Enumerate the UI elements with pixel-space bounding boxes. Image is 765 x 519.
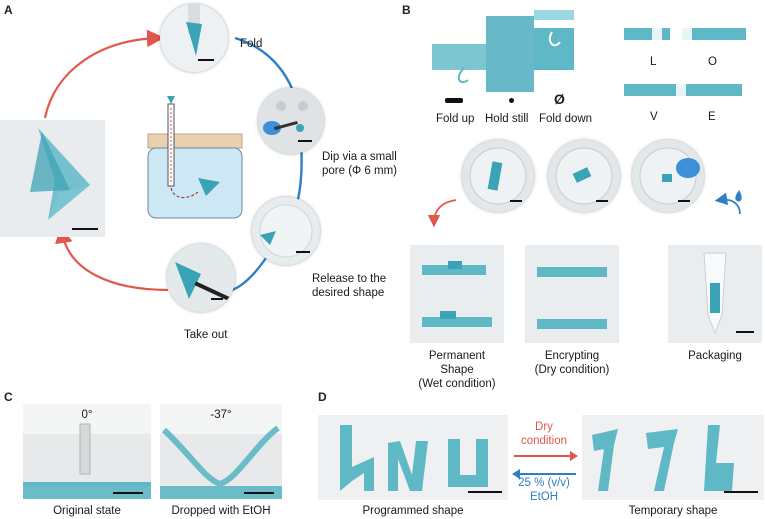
legend-fold-up: Fold up (436, 113, 475, 125)
caption-packaging: Packaging (688, 350, 742, 362)
label-release-2: desired shape (312, 287, 385, 299)
beaker-schematic (147, 96, 243, 219)
letter-V: V (650, 111, 658, 123)
letter-E: E (708, 111, 716, 123)
dry-condition-2: condition (520, 435, 568, 447)
label-dip-1: Dip via a small (322, 151, 397, 163)
take-out-photo (167, 244, 235, 312)
strip-L (624, 20, 746, 40)
letter-strip-patterns (624, 20, 746, 96)
blue-arrow-b (714, 192, 741, 215)
red-arrow-upper (43, 29, 165, 119)
caption-permanent-3: (Wet condition) (418, 378, 496, 390)
panel-b-arrows (427, 190, 742, 228)
legend-fold-down: Fold down (539, 113, 593, 125)
fold-down-symbol: Ø (554, 91, 565, 107)
etoh-1: 25 % (v/v) (518, 477, 570, 489)
label-dip-2: pore (Φ 6 mm) (322, 165, 397, 177)
legend-hold-still: Hold still (485, 113, 529, 125)
water-drop-icon (735, 190, 742, 202)
caption-permanent-1: Permanent (428, 350, 486, 362)
angle-left: 0° (81, 409, 93, 421)
caption-permanent-2: Shape (440, 364, 474, 376)
dropped-etoh-photo (160, 404, 282, 499)
panel-d-arrows (512, 451, 578, 479)
caption-temporary: Temporary shape (628, 505, 718, 517)
caption-encrypting-1: Encrypting (544, 350, 600, 362)
programmed-shape-photo (318, 415, 508, 500)
label-fold: Fold (240, 38, 263, 50)
dish-photo-3 (632, 140, 704, 212)
caption-original: Original state (53, 505, 121, 517)
panel-c-letter: C (4, 390, 13, 404)
red-arrow-lower (55, 225, 169, 292)
letter-O: O (708, 56, 717, 68)
hold-still-symbol (509, 98, 514, 103)
caption-programmed: Programmed shape (362, 505, 464, 517)
blue-arc (231, 36, 303, 292)
dry-condition-1: Dry (535, 421, 553, 433)
folded-sheet-photo (0, 120, 105, 237)
panel-a-cycle-arrows (43, 29, 303, 292)
label-take-out: Take out (184, 329, 228, 341)
panel-d-letter: D (318, 390, 327, 404)
dip-photo (258, 88, 324, 154)
caption-dropped: Dropped with EtOH (171, 505, 271, 517)
panel-a-letter: A (4, 3, 13, 17)
strip-fold-schematic (432, 10, 574, 92)
label-release-1: Release to the (312, 273, 387, 285)
panel-b-letter: B (402, 3, 411, 17)
scale-bar (72, 228, 98, 230)
strip-V (624, 76, 742, 96)
dish-photo-2 (548, 140, 620, 212)
dish-photo-1 (462, 140, 534, 212)
permanent-shape-photo (410, 245, 504, 343)
etoh-2: EtOH (529, 491, 559, 503)
release-photo (252, 197, 320, 265)
letter-L: L (650, 56, 657, 68)
original-state-photo (23, 404, 151, 499)
angle-right: -37° (210, 409, 232, 421)
encrypting-photo (525, 245, 619, 343)
packaging-photo (668, 245, 762, 343)
red-arrow-b (427, 199, 457, 228)
temporary-shape-photo (582, 415, 764, 500)
caption-encrypting-2: (Dry condition) (534, 364, 610, 376)
fold-up-symbol (445, 98, 463, 103)
fold-photo (160, 4, 228, 72)
